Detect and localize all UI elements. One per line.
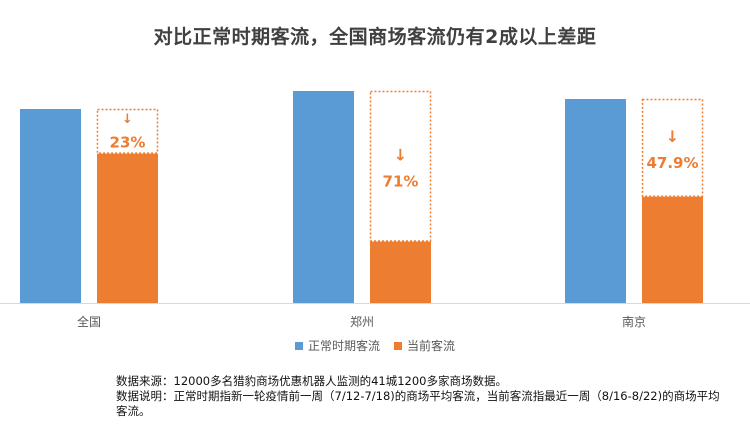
gap-arrow-icon: ↓: [394, 145, 407, 164]
data-source-note: 数据来源：12000多名猎豹商场优惠机器人监测的41城1200多家商场数据。: [116, 374, 507, 388]
plot-area: ↓ 23% 全国 ↓ 71% 郑州 ↓ 47.9% 南京: [0, 90, 750, 329]
category-label: 南京: [622, 314, 646, 329]
bar-normal: [293, 91, 354, 303]
gap-box: [96, 108, 159, 154]
bar-current: [642, 196, 703, 303]
legend-label-current: 当前客流: [407, 339, 456, 353]
gap-label: 71%: [383, 172, 419, 190]
legend-swatch-normal: [294, 341, 303, 350]
legend-item-current: 当前客流: [394, 337, 455, 354]
legend-item-normal: 正常时期客流: [294, 337, 380, 354]
gap-box: [369, 90, 432, 242]
gap-arrow-icon: ↓: [122, 112, 133, 127]
gap-arrow-icon: ↓: [666, 127, 679, 146]
chart-title: 对比正常时期客流，全国商场客流仍有2成以上差距: [153, 26, 597, 48]
data-notes: 数据来源：12000多名猎豹商场优惠机器人监测的41城1200多家商场数据。 数…: [116, 374, 726, 419]
bar-normal: [565, 99, 626, 303]
category-label: 全国: [77, 314, 101, 329]
data-explanation-note: 数据说明：正常时期指新一轮疫情前一周（7/12-7/18)的商场平均客流，当前客…: [116, 389, 720, 418]
bar-normal: [20, 109, 81, 303]
bar-current: [370, 241, 431, 303]
gap-label: 23%: [110, 134, 146, 152]
gap-label: 47.9%: [646, 154, 698, 172]
gap-box: [641, 98, 704, 197]
legend-swatch-current: [394, 341, 402, 350]
legend: 正常时期客流 当前客流: [0, 337, 750, 354]
category-label: 郑州: [350, 314, 374, 329]
bar-current: [97, 153, 158, 303]
legend-label-normal: 正常时期客流: [307, 339, 380, 353]
